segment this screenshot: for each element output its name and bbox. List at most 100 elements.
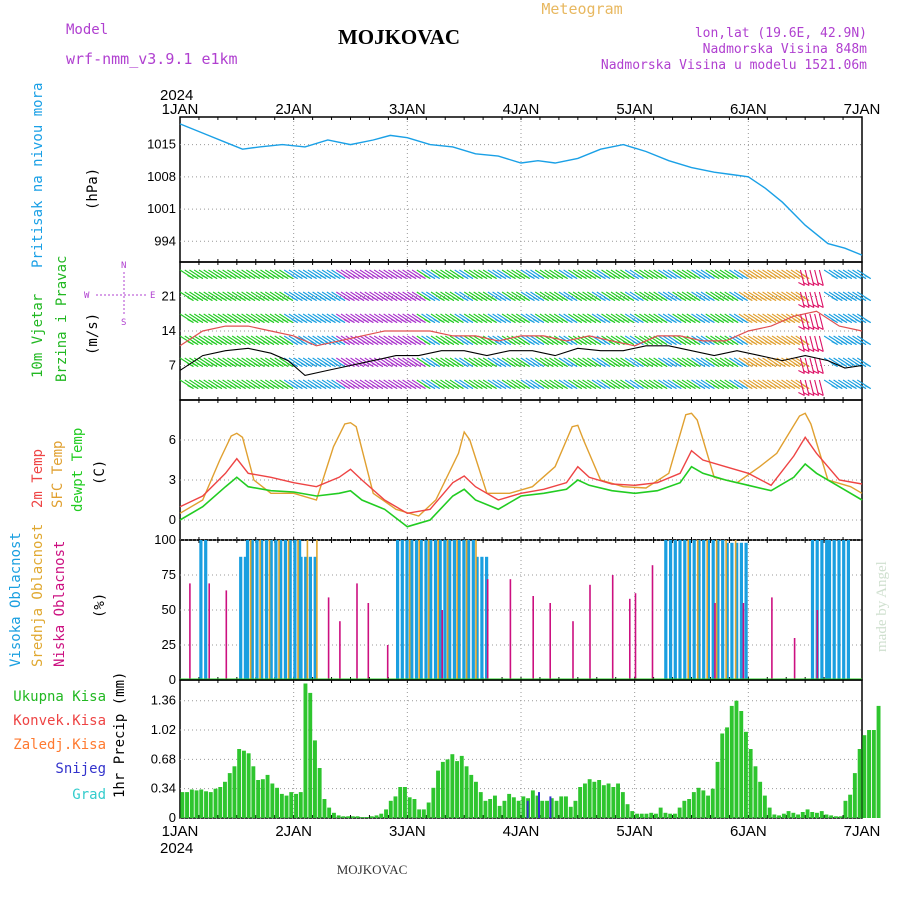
wind-barb-flag — [845, 341, 853, 346]
precip-bar — [606, 783, 611, 818]
wind-barb-flag — [528, 319, 535, 324]
wind-barb-flag — [390, 319, 398, 324]
wind-barb-flag — [693, 275, 701, 280]
wind-barb-flag — [637, 319, 644, 324]
wind-barb-flag — [272, 297, 279, 302]
wind-barb-flag — [845, 297, 853, 302]
snow-bar — [538, 792, 540, 818]
wind-barb-flag — [556, 275, 564, 280]
wind-barb-flag — [324, 319, 332, 324]
wind-barb-flag — [286, 297, 294, 302]
wind-barb-flag — [291, 319, 298, 324]
wind-barb-flag — [836, 275, 843, 280]
precip-bar — [564, 796, 568, 818]
wind-barb-flag — [310, 297, 317, 302]
high-cloud-bar — [683, 540, 687, 680]
mid-cloud-bar — [456, 540, 458, 680]
wind-barb-flag — [618, 363, 625, 368]
wind-barb-flag — [798, 341, 805, 346]
wind-barb-flag — [315, 363, 322, 368]
wind-barb-flag — [665, 341, 673, 346]
wind-barb-flag — [206, 341, 213, 346]
precip-bar — [256, 780, 261, 818]
wind-barb-flag — [812, 304, 819, 308]
temp-unit: (C) — [92, 460, 108, 485]
wind-barb-flag — [622, 275, 630, 280]
wind-barb-flag — [523, 275, 530, 280]
wind-barb-flag — [291, 275, 298, 280]
location-lonlat: lon,lat (19.6E, 42.9N) — [695, 26, 867, 41]
wind-barb-flag — [428, 341, 436, 346]
wind-barb-flag — [296, 363, 303, 368]
low-cloud-bar — [742, 603, 745, 680]
precip-bar — [753, 766, 758, 819]
wind-barb-flag — [343, 297, 351, 302]
wind-barb-flag — [518, 385, 526, 390]
wind-barb-flag — [296, 319, 303, 324]
precip-bar — [265, 774, 270, 818]
wind-barb-flag — [485, 385, 493, 390]
wind-barb-flag — [679, 385, 687, 390]
wind-barb-flag — [864, 385, 871, 390]
y-tick-label: 0 — [169, 672, 176, 687]
wind-barb-flag — [670, 319, 677, 324]
low-cloud-bar — [189, 583, 191, 680]
low-cloud-bar — [816, 610, 819, 680]
high-cloud-bar — [842, 540, 846, 680]
wind-barb-flag — [798, 348, 805, 352]
wind-barb-flag — [495, 319, 502, 324]
mid-cloud-bar — [696, 540, 699, 680]
wind-barb-flag — [618, 319, 625, 324]
precip-bar — [440, 761, 445, 818]
wind-barb-flag — [201, 275, 208, 280]
wind-barb-flag — [357, 341, 365, 346]
high-cloud-bar — [239, 556, 243, 680]
mid-cloud-bar — [446, 540, 449, 680]
wind-barb-flag — [722, 275, 729, 280]
wind-barb-flag — [769, 319, 777, 324]
wind-barb-flag — [286, 341, 294, 346]
wind-barb-flag — [419, 341, 426, 346]
compass-s: S — [121, 318, 126, 328]
wind-barb-flag — [424, 385, 431, 390]
wind-barb-flag — [802, 341, 810, 346]
precip-bar — [654, 813, 658, 818]
wind-barb-flag — [575, 363, 583, 368]
wind-barb-flag — [608, 319, 616, 324]
wind-barb-flag — [504, 341, 512, 346]
wind-barb-flag — [281, 319, 289, 324]
wind-barb-flag — [338, 363, 346, 368]
wind-barb-flag — [603, 341, 611, 346]
wind-barb-flag — [693, 297, 701, 302]
wind-barb-flag — [802, 304, 810, 308]
wind-barb-flag — [447, 319, 455, 324]
wind-barb-flag — [703, 275, 710, 280]
wind-barb-flag — [291, 341, 298, 346]
wind-barb-flag — [783, 341, 791, 346]
wind-barb-flag — [850, 385, 857, 390]
high-cloud-bar — [480, 556, 484, 680]
precip-bar — [720, 733, 725, 818]
wind-barb-flag — [348, 385, 355, 390]
precip-bar — [535, 795, 540, 818]
wind-barb-flag — [774, 385, 781, 390]
wind-barb-flag — [405, 275, 412, 280]
precip-bar — [327, 807, 332, 818]
wind-barb-flag — [244, 341, 251, 346]
wind-barb-flag — [210, 275, 218, 280]
wind-barb-flag — [495, 297, 502, 302]
precip-bar — [483, 800, 488, 819]
wind-barb-flag — [215, 297, 223, 302]
wind-barb-flag — [296, 275, 303, 280]
wind-barb-flag — [248, 275, 256, 280]
dewpt-line — [179, 462, 863, 528]
wind-barb-flag — [315, 297, 322, 302]
wind-barb-flag — [850, 297, 857, 302]
wind-barb-flag — [248, 319, 256, 324]
high-cloud-bar — [725, 542, 729, 680]
wind-barb-flag — [698, 341, 706, 346]
wind-barb-flag — [774, 363, 781, 368]
wind-barb-flag — [594, 297, 602, 302]
wind-barb-flag — [428, 319, 436, 324]
y-tick-label: 3 — [169, 472, 176, 487]
